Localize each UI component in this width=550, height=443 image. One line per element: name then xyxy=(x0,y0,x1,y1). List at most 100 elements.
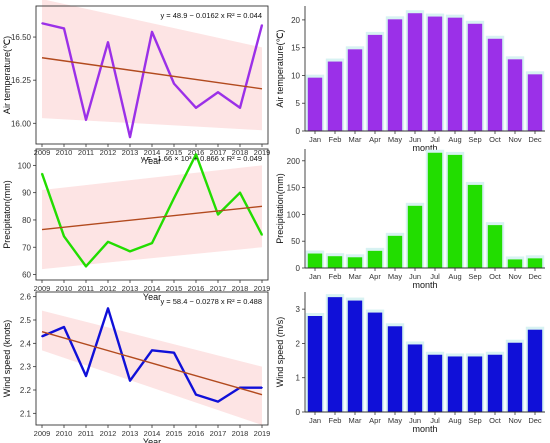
x-tick-label: 2012 xyxy=(100,429,117,438)
data-point xyxy=(129,136,131,138)
plot-frame xyxy=(35,291,269,426)
x-tick-label: 2011 xyxy=(78,429,94,438)
trend-line xyxy=(41,205,263,231)
y-tick-label: 2.6 xyxy=(20,293,32,302)
x-tick-label: 2014 xyxy=(144,148,161,157)
bar xyxy=(387,235,403,268)
x-tick-label: 2013 xyxy=(122,284,139,293)
y-axis-label: Wind speed (m/s) xyxy=(275,317,285,388)
x-tick-label: Jun xyxy=(409,135,421,144)
bar xyxy=(427,354,443,412)
y-tick-label: 100 xyxy=(18,161,32,170)
x-tick-label: 2015 xyxy=(166,284,183,293)
x-tick-label: Mar xyxy=(349,272,362,281)
data-point xyxy=(217,400,219,403)
bar xyxy=(387,326,403,412)
bar xyxy=(487,38,503,131)
panel-precip-annual: 2009 2010 2011 2012 2013 2014 2015 2016 2017 2018… xyxy=(2,148,270,302)
data-point xyxy=(173,197,175,199)
x-tick-label: Jun xyxy=(409,272,421,281)
bar xyxy=(367,34,383,132)
x-tick-label: 2019 xyxy=(254,429,271,438)
data-point xyxy=(173,351,175,354)
bar xyxy=(307,253,323,268)
y-tick-label: 2.4 xyxy=(20,339,32,348)
data-point xyxy=(195,106,197,109)
regression-equation: y = 48.9 − 0.0162 x R² = 0.044 xyxy=(160,11,262,20)
y-tick-label: 2 xyxy=(296,339,301,348)
regression-equation: y = −1.66 × 10³ + 0.866 x R² = 0.049 xyxy=(141,154,262,163)
x-tick-label: Jan xyxy=(309,135,321,144)
data-point xyxy=(261,386,263,389)
data-point xyxy=(151,242,153,244)
x-tick-label: 2010 xyxy=(56,429,73,438)
bar xyxy=(467,184,483,268)
x-tick-label: Jul xyxy=(430,272,440,281)
data-point xyxy=(239,106,241,109)
bar xyxy=(407,205,423,268)
bar xyxy=(507,259,523,268)
y-tick-label: 60 xyxy=(22,271,31,280)
x-tick-label: Nov xyxy=(508,416,522,425)
bar xyxy=(447,17,463,132)
data-point xyxy=(85,119,87,121)
panel-wind-annual: 2009 2010 2011 2012 2013 2014 2015 2016 2017 2018… xyxy=(2,291,271,443)
x-tick-label: Aug xyxy=(448,416,461,425)
data-point xyxy=(107,240,109,243)
x-tick-label: 2010 xyxy=(56,284,73,293)
x-tick-label: 2009 xyxy=(34,429,51,438)
data-point xyxy=(151,349,153,352)
bar xyxy=(487,225,503,268)
x-tick-label: Jan xyxy=(309,272,321,281)
y-tick-label: 50 xyxy=(291,237,300,246)
confidence-band xyxy=(42,310,262,425)
bar xyxy=(347,257,363,268)
data-point xyxy=(217,91,219,94)
bar xyxy=(527,329,543,412)
data-point xyxy=(173,82,175,85)
y-axis-label: Precipitaton(mm) xyxy=(2,180,12,249)
x-tick-label: Dec xyxy=(528,135,542,144)
x-tick-label: 2014 xyxy=(144,429,161,438)
data-point xyxy=(63,326,65,328)
data-point xyxy=(261,24,263,26)
bar xyxy=(447,356,463,412)
y-tick-label: 90 xyxy=(22,189,31,198)
x-tick-label: 2019 xyxy=(254,148,271,157)
y-tick-label: 2.5 xyxy=(20,316,32,325)
x-tick-label: Jul xyxy=(430,416,440,425)
x-tick-label: Aug xyxy=(448,272,461,281)
bar xyxy=(507,59,523,132)
x-tick-label: 2011 xyxy=(78,148,94,157)
bar xyxy=(507,342,523,412)
x-tick-label: 2013 xyxy=(122,429,139,438)
x-tick-label: Sep xyxy=(468,272,481,281)
bar xyxy=(367,312,383,412)
bar xyxy=(527,258,543,268)
x-tick-label: Feb xyxy=(329,135,342,144)
x-tick-label: May xyxy=(388,135,402,144)
data-point xyxy=(195,153,197,156)
data-point xyxy=(129,250,131,253)
x-tick-label: 2012 xyxy=(100,148,117,157)
x-tick-label: 2018 xyxy=(232,429,249,438)
data-point xyxy=(107,307,109,310)
confidence-band xyxy=(42,0,262,131)
x-tick-label: 2016 xyxy=(188,148,205,157)
x-tick-label: 2009 xyxy=(34,284,51,293)
bar xyxy=(387,19,403,131)
data-point xyxy=(41,172,43,175)
x-tick-label: Nov xyxy=(508,272,522,281)
y-tick-label: 0 xyxy=(296,408,301,417)
x-axis-label: month xyxy=(412,280,437,290)
x-tick-label: 2018 xyxy=(232,148,249,157)
bar xyxy=(347,49,363,132)
bar xyxy=(347,300,363,412)
x-tick-label: Aug xyxy=(448,135,461,144)
y-tick-label: 0 xyxy=(296,264,301,273)
y-tick-label: 200 xyxy=(287,157,301,166)
x-tick-label: Oct xyxy=(489,272,502,281)
panel-wind-monthly: Jan Feb Mar Apr May Jun Jul Aug Sep Oct Nov Dec 0 1 2 3… xyxy=(275,292,545,434)
y-axis-label: Precipitation(mm) xyxy=(275,173,285,244)
